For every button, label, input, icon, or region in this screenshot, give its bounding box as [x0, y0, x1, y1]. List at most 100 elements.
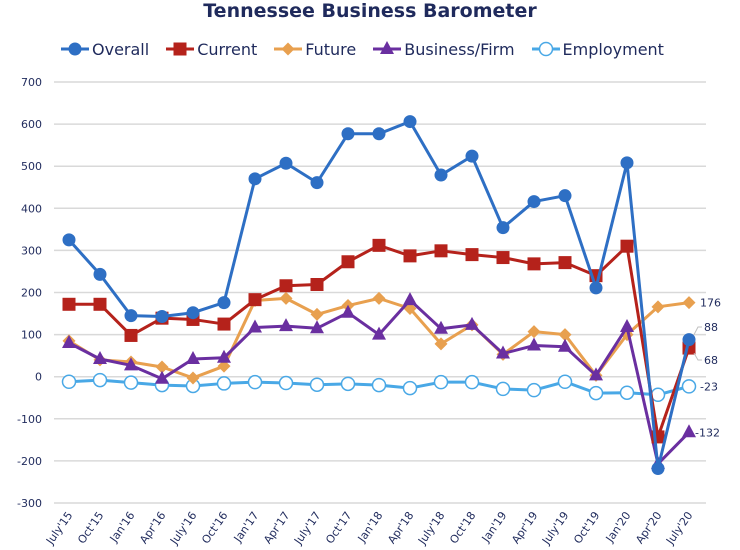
data-point	[247, 374, 263, 390]
x-tick-label: Oct'19	[571, 509, 602, 546]
data-point	[557, 374, 573, 390]
y-tick-label: 600	[21, 118, 42, 131]
data-label: 88	[704, 321, 718, 334]
data-labels: 176 88 68 -23 -132	[693, 297, 721, 439]
series-lines	[61, 115, 697, 475]
data-point	[155, 370, 169, 384]
data-point	[186, 371, 200, 385]
data-point	[464, 374, 480, 390]
series-employment	[61, 372, 697, 403]
data-point	[496, 345, 510, 359]
data-point	[279, 279, 293, 293]
data-point	[61, 374, 77, 390]
data-point	[309, 377, 325, 392]
legend-marker	[281, 42, 295, 56]
data-point	[620, 319, 634, 333]
data-point	[279, 156, 293, 170]
x-tick-label: Apr'17	[261, 509, 292, 546]
data-point	[496, 221, 510, 235]
data-point	[217, 296, 231, 310]
data-point	[527, 257, 541, 271]
data-point	[465, 149, 479, 163]
data-point	[465, 248, 479, 262]
y-tick-label: 0	[35, 371, 42, 384]
data-point	[650, 387, 666, 403]
data-point	[372, 127, 386, 141]
data-point	[310, 176, 324, 190]
data-point	[589, 281, 603, 295]
data-point	[248, 172, 262, 186]
y-axis: 700 600 500 400 300 200 100 0 -100 -200 -300	[17, 76, 42, 510]
gridlines	[54, 81, 706, 504]
x-tick-label: Jan'17	[231, 509, 262, 545]
data-point	[434, 168, 448, 182]
data-point	[217, 349, 231, 363]
data-point	[526, 382, 542, 398]
data-point	[93, 297, 107, 311]
data-point	[62, 233, 76, 247]
data-point	[372, 291, 386, 305]
x-tick-label: Oct'15	[75, 509, 106, 546]
data-point	[341, 255, 355, 269]
data-point	[341, 127, 355, 141]
legend-marker	[68, 42, 82, 56]
data-point	[465, 316, 479, 330]
series-overall	[62, 115, 696, 475]
leader-line	[693, 326, 702, 335]
data-point	[279, 291, 293, 305]
data-point	[434, 337, 448, 351]
data-point	[433, 374, 449, 390]
data-point	[217, 359, 231, 373]
legend-diamond-icon	[274, 42, 303, 56]
data-point	[248, 293, 262, 307]
legend-item: Current	[165, 40, 257, 59]
data-point	[402, 380, 418, 396]
y-tick-label: -300	[17, 497, 42, 510]
x-tick-label: Jan'18	[355, 509, 386, 545]
x-tick-label: July'20	[663, 509, 695, 547]
legend-label: Employment	[562, 39, 664, 59]
x-tick-label: Apr'20	[633, 509, 664, 546]
x-tick-label: Apr'19	[509, 509, 540, 546]
legend-item: Future	[273, 40, 356, 59]
data-point	[62, 297, 76, 311]
x-tick-label: Oct'17	[323, 509, 354, 546]
data-point	[619, 385, 635, 400]
data-point	[278, 375, 294, 391]
data-point	[123, 375, 139, 390]
y-tick-label: 200	[21, 287, 42, 300]
data-point	[341, 304, 355, 318]
data-point	[186, 351, 200, 365]
data-point	[495, 381, 511, 397]
series-business-firm	[62, 292, 696, 469]
data-label: -132	[695, 426, 720, 439]
data-point	[62, 335, 76, 349]
data-point	[620, 156, 634, 170]
data-point	[372, 326, 386, 340]
legend: Overall Current Future Business/Firm Employm…	[60, 38, 680, 60]
x-tick-label: Oct'16	[199, 509, 230, 546]
legend-label: Current	[197, 39, 258, 59]
data-point	[371, 377, 387, 393]
y-tick-label: 700	[21, 76, 42, 89]
x-tick-label: July'19	[539, 509, 571, 547]
x-tick-label: Apr'16	[137, 509, 168, 546]
data-point	[558, 328, 572, 342]
legend-open-circle-icon	[531, 41, 560, 57]
data-point	[124, 357, 138, 371]
data-point	[403, 292, 417, 306]
data-point	[216, 376, 232, 391]
data-point	[124, 328, 138, 342]
data-point	[310, 307, 324, 321]
data-point	[434, 320, 448, 334]
x-tick-label: Oct'18	[447, 509, 478, 546]
data-point	[558, 338, 572, 352]
data-point	[620, 239, 634, 253]
y-tick-label: 100	[21, 329, 42, 342]
legend-label: Future	[305, 39, 357, 59]
data-point	[124, 309, 138, 323]
x-axis: July'15 Oct'15 Jan'16 Apr'16 July'16 Oct'16 Ja…	[43, 509, 695, 547]
data-point	[496, 251, 510, 265]
data-point	[558, 189, 572, 203]
